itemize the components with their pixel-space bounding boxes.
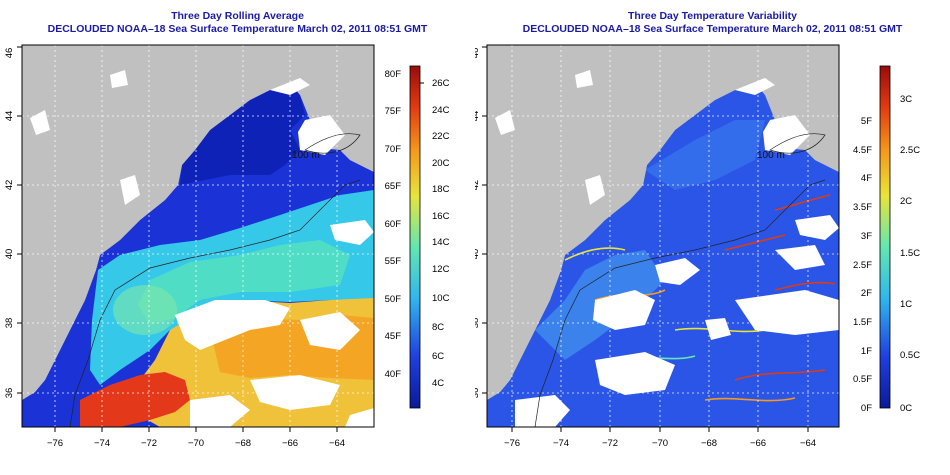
- x-axis: −76 −74 −72 −70 −68 −66 −64: [504, 427, 816, 449]
- cbar-f-label: 2.5F: [853, 260, 872, 271]
- x-tick-label: −66: [750, 438, 766, 449]
- x-tick-label: −74: [553, 438, 569, 449]
- y-tick-label: 38: [475, 318, 481, 329]
- cbar-f-label: 50F: [385, 294, 402, 305]
- cbar-c-label: 0.5C: [900, 350, 920, 361]
- isobath-label: 100 m: [292, 150, 320, 161]
- cbar-f-label: 0F: [861, 403, 872, 414]
- x-axis: −76 −74 −72 −70 −68 −66 −64: [47, 427, 345, 449]
- cloud-gap: [175, 300, 290, 350]
- x-tick-label: −70: [652, 438, 668, 449]
- y-tick-label: 40: [4, 249, 15, 260]
- cbar-f-label: 0.5F: [853, 374, 872, 385]
- cbar-f-label: 80F: [385, 69, 402, 80]
- map-frame: [21, 44, 375, 428]
- cbar-c-label: 1.5C: [900, 248, 920, 259]
- cbar-c-label: 22C: [432, 131, 450, 142]
- cbar-f-label: 70F: [385, 144, 402, 155]
- cbar-c-label: 0C: [900, 403, 912, 414]
- cbar-c-label: 1C: [900, 299, 912, 310]
- y-tick-label: 46: [475, 48, 481, 59]
- x-tick-label: −64: [329, 438, 345, 449]
- panel-title: Three Day Rolling Average: [171, 10, 304, 22]
- cbar-f-label: 5F: [861, 116, 872, 127]
- cbar-f-label: 75F: [385, 106, 402, 117]
- cbar-f-label: 65F: [385, 181, 402, 192]
- cbar-c-label: 2.5C: [900, 145, 920, 156]
- ocean-warm-eddy: [138, 240, 350, 325]
- y-tick-label: 44: [475, 111, 481, 122]
- panel-subtitle: DECLOUDED NOAA–18 Sea Surface Temperatur…: [47, 23, 428, 35]
- colorbar-celsius-labels: 26C 24C 22C 20C 18C 16C 14C 12C 10C 8C 6…: [420, 78, 450, 389]
- cbar-f-label: 4.5F: [853, 145, 872, 156]
- y-tick-label: 44: [4, 111, 15, 122]
- cbar-f-label: 60F: [385, 219, 402, 230]
- cbar-f-label: 3F: [861, 231, 872, 242]
- panel-subtitle: DECLOUDED NOAA–18 Sea Surface Temperatur…: [522, 23, 903, 35]
- cbar-c-label: 10C: [432, 293, 450, 304]
- cbar-c-label: 24C: [432, 105, 450, 116]
- cbar-f-label: 3.5F: [853, 202, 872, 213]
- x-tick-label: −70: [188, 438, 204, 449]
- x-tick-label: −68: [235, 438, 251, 449]
- cbar-c-label: 6C: [432, 351, 444, 362]
- gulf-stream-core: [80, 372, 190, 427]
- y-axis: 36 38 40 42 44 46: [475, 46, 487, 399]
- y-axis: 36 38 40 42 44 46: [4, 46, 22, 399]
- isobath-100m: [69, 179, 361, 427]
- cbar-f-label: 40F: [385, 369, 402, 380]
- x-tick-label: −76: [504, 438, 520, 449]
- x-tick-label: −64: [800, 438, 816, 449]
- y-tick-label: 36: [475, 388, 481, 399]
- sst-average-map: 100 m: [4, 44, 450, 449]
- y-tick-label: 46: [4, 48, 15, 59]
- x-tick-label: −68: [701, 438, 717, 449]
- x-tick-label: −74: [94, 438, 110, 449]
- y-tick-label: 36: [4, 388, 15, 399]
- variability-panel: Three Day Temperature Variability DECLOU…: [475, 0, 950, 475]
- cbar-f-label: 1.5F: [853, 317, 872, 328]
- cbar-c-label: 2C: [900, 196, 912, 207]
- lat-lon-grid: [487, 45, 839, 427]
- y-tick-label: 40: [475, 249, 481, 260]
- cbar-f-label: 4F: [861, 173, 872, 184]
- y-tick-label: 38: [4, 318, 15, 329]
- coastline-land: [22, 45, 374, 400]
- cbar-c-label: 12C: [432, 264, 450, 275]
- cbar-c-label: 14C: [432, 237, 450, 248]
- isobath-label: 100 m: [757, 150, 785, 161]
- x-tick-label: −72: [602, 438, 618, 449]
- ocean-gulf-of-maine: [180, 85, 305, 185]
- colorbar: [879, 65, 891, 409]
- cbar-c-label: 8C: [432, 322, 444, 333]
- x-tick-label: −76: [47, 438, 63, 449]
- cbar-c-label: 4C: [432, 378, 444, 389]
- cbar-f-label: 55F: [385, 256, 402, 267]
- y-tick-label: 42: [4, 180, 15, 191]
- panel-title: Three Day Temperature Variability: [627, 10, 798, 22]
- y-tick-label: 42: [475, 180, 481, 191]
- cbar-c-label: 26C: [432, 78, 450, 89]
- average-panel: Three Day Rolling Average DECLOUDED NOAA…: [4, 10, 450, 449]
- cbar-c-label: 20C: [432, 158, 450, 169]
- cbar-f-label: 1F: [861, 346, 872, 357]
- lat-lon-grid: [22, 45, 374, 427]
- map-frame: [486, 44, 840, 428]
- sst-variability-map: 100 m −: [475, 44, 920, 449]
- x-tick-label: −66: [282, 438, 298, 449]
- colorbar-fahrenheit-labels: 5F 4.5F 4F 3.5F 3F 2.5F 2F 1.5F 1F 0.5F …: [853, 116, 872, 414]
- colorbar: [409, 65, 421, 409]
- cbar-c-label: 3C: [900, 94, 912, 105]
- cbar-c-label: 18C: [432, 184, 450, 195]
- cbar-f-label: 45F: [385, 331, 402, 342]
- cbar-c-label: 16C: [432, 211, 450, 222]
- colorbar-celsius-labels: 3C 2.5C 2C 1.5C 1C 0.5C 0C: [900, 94, 920, 414]
- x-tick-label: −72: [141, 438, 157, 449]
- colorbar-fahrenheit-labels: 80F 75F 70F 65F 60F 55F 50F 45F 40F: [385, 69, 402, 380]
- cbar-f-label: 2F: [861, 288, 872, 299]
